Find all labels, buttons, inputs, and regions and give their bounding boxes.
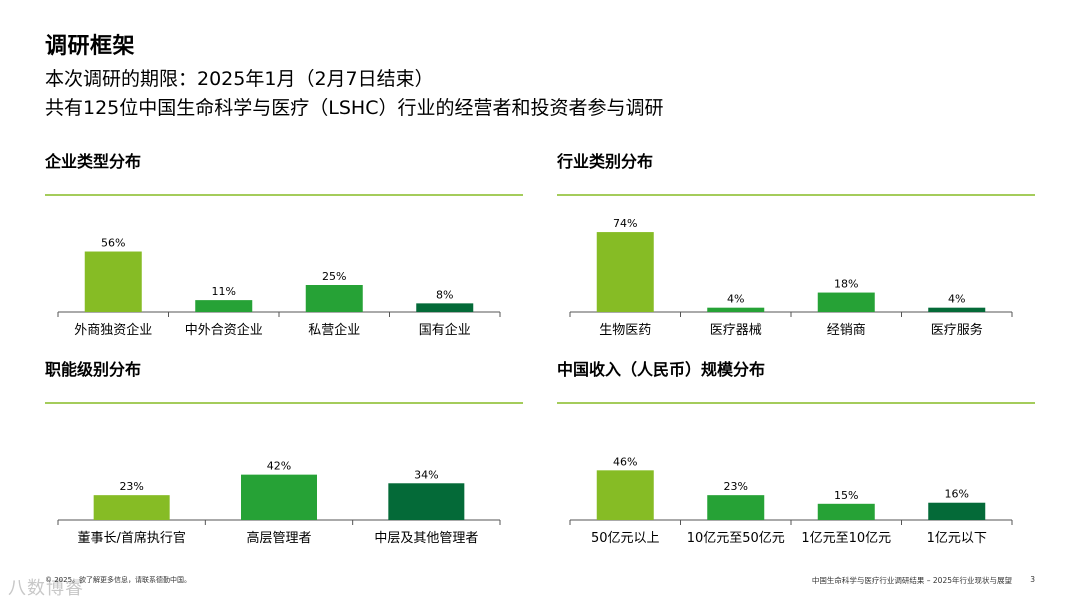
bar [388, 483, 465, 520]
survey-participants: 共有125位中国生命科学与医疗（LSHC）行业的经营者和投资者参与调研 [45, 97, 664, 119]
data-label: 42% [267, 460, 291, 473]
data-label: 23% [724, 480, 748, 493]
bar-chart-revenue-scale: 46% 50亿元以上 23% 10亿元至50亿元 15% 1亿元至10亿元 16% 1亿元以下 [557, 402, 1035, 546]
category-label: 经销商 [827, 323, 866, 338]
data-label: 18% [834, 278, 858, 291]
panel-job-level: 职能级别分布 23% 董事长/首席执行官 42% 高层管理者 34% 中层及其他管理者 [45, 356, 525, 555]
bar [93, 495, 170, 520]
data-label: 4% [948, 293, 965, 306]
bar [707, 495, 765, 520]
bar [928, 502, 986, 520]
bar [241, 474, 317, 520]
data-label: 34% [414, 468, 438, 481]
survey-period: 本次调研的期限：2025年1月（2月7日结束） [45, 68, 434, 90]
data-label: 25% [322, 270, 346, 283]
category-label: 1亿元至10亿元 [801, 531, 891, 546]
data-label: 11% [212, 285, 236, 298]
page-number: 3 [1030, 575, 1035, 584]
bar [928, 307, 986, 312]
footer-copyright: © 2025。欲了解更多信息，请联系德勤中国。 [45, 576, 192, 584]
category-label: 医疗服务 [931, 322, 983, 338]
chart-title: 职能级别分布 [45, 360, 142, 379]
data-label: 74% [613, 217, 637, 230]
category-label: 中层及其他管理者 [374, 531, 478, 546]
bar [817, 292, 875, 312]
data-label: 56% [101, 237, 125, 250]
panel-company-type: 企业类型分布 56% 外商独资企业 11% 中外合资企业 25% 私营企业 8% 国有企业 [45, 148, 525, 347]
bar [84, 251, 142, 312]
category-label: 高层管理者 [246, 530, 311, 546]
bar [596, 232, 654, 312]
data-label: 4% [727, 293, 744, 306]
category-label: 医疗器械 [710, 323, 762, 338]
chart-title: 中国收入（人民币）规模分布 [557, 360, 766, 379]
data-label: 23% [119, 480, 143, 493]
category-label: 中外合资企业 [185, 322, 263, 338]
category-label: 50亿元以上 [591, 531, 660, 546]
chart-title: 企业类型分布 [45, 152, 142, 171]
page-title: 调研框架 [45, 34, 136, 59]
chart-title: 行业类别分布 [557, 152, 654, 171]
category-label: 董事长/首席执行官 [77, 530, 185, 546]
category-label: 10亿元至50亿元 [687, 531, 785, 546]
bar-chart-job-level: 23% 董事长/首席执行官 42% 高层管理者 34% 中层及其他管理者 [45, 402, 523, 546]
bar [817, 503, 875, 520]
category-label: 私营企业 [308, 322, 360, 338]
category-label: 外商独资企业 [74, 322, 152, 338]
bar [596, 470, 654, 520]
bar [195, 300, 253, 312]
data-label: 15% [834, 489, 858, 502]
data-label: 16% [945, 488, 969, 501]
data-label: 8% [436, 288, 453, 301]
panel-industry-category: 行业类别分布 74% 生物医药 4% 医疗器械 18% 经销商 4% 医疗服务 [557, 148, 1037, 347]
category-label: 国有企业 [419, 322, 471, 338]
panel-revenue-scale: 中国收入（人民币）规模分布 46% 50亿元以上 23% 10亿元至50亿元 15% 1亿… [557, 356, 1037, 555]
bar [707, 307, 765, 312]
watermark-text: 八数博睿 [8, 578, 84, 599]
category-label: 1亿元以下 [927, 531, 987, 546]
data-label: 46% [613, 455, 637, 468]
bar-chart-industry-category: 74% 生物医药 4% 医疗器械 18% 经销商 4% 医疗服务 [557, 194, 1035, 338]
category-label: 生物医药 [599, 323, 651, 338]
bar [416, 303, 474, 312]
bar-chart-company-type: 56% 外商独资企业 11% 中外合资企业 25% 私营企业 8% 国有企业 [45, 194, 523, 338]
bar [305, 285, 363, 312]
footer-report-title: 中国生命科学与医疗行业调研结果 – 2025年行业现状与展望 [811, 576, 1012, 585]
